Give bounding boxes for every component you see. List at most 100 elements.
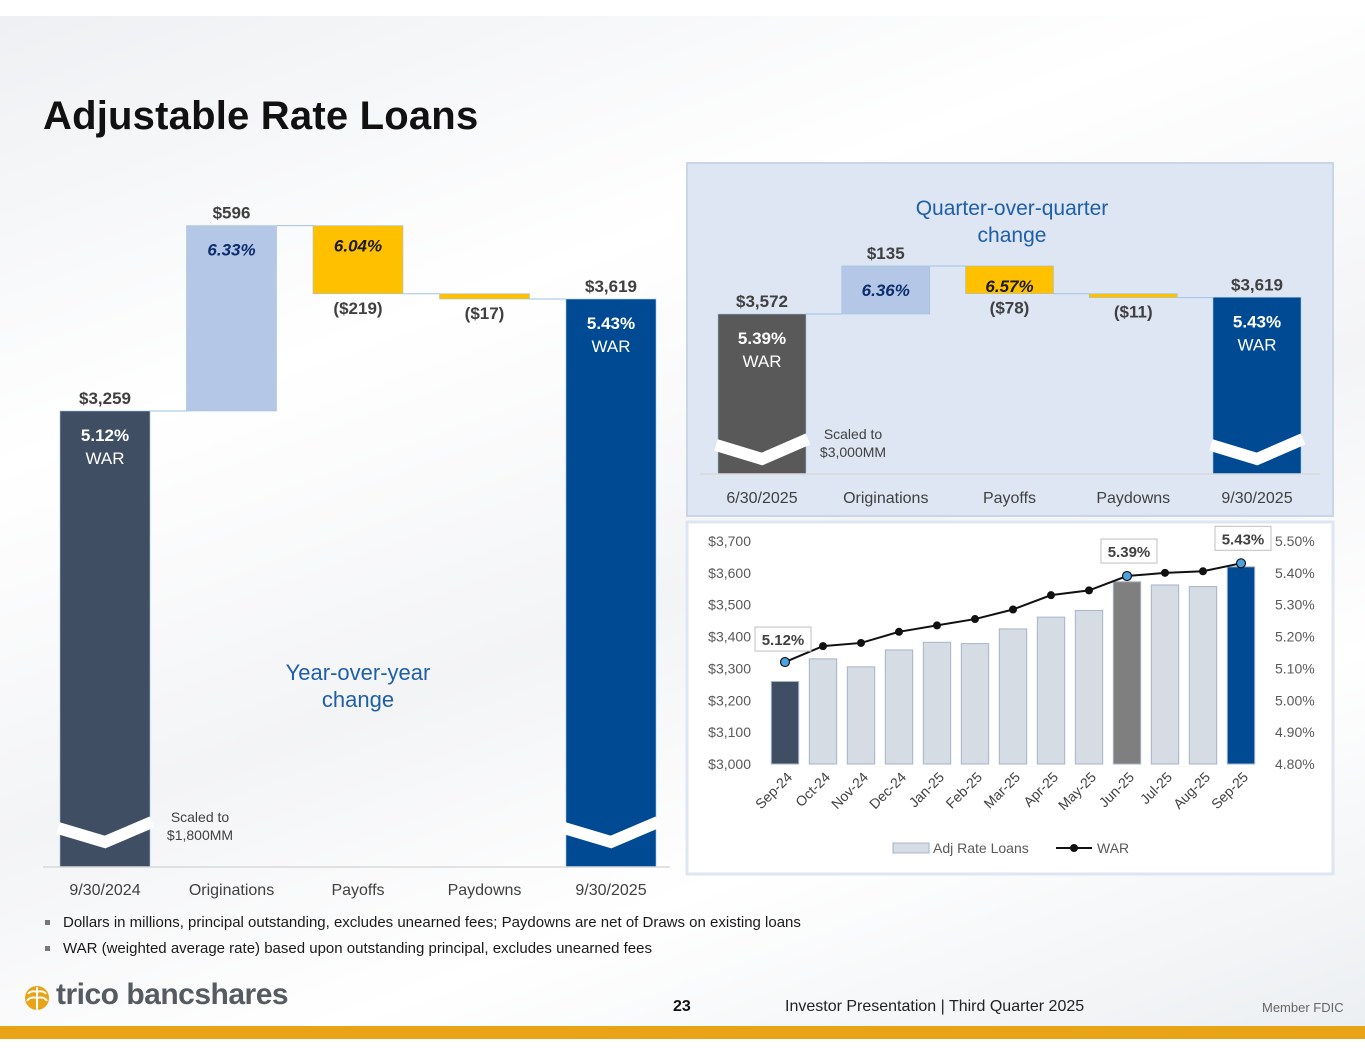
war-callout: 5.43% — [1222, 531, 1265, 548]
qoq-caption: Quarter-over-quarter — [916, 197, 1109, 220]
axis-break-mark — [714, 433, 811, 466]
scaled-note: $3,000MM — [820, 444, 886, 460]
category-label: 9/30/2025 — [575, 882, 646, 899]
waterfall-bar — [439, 293, 530, 300]
rate-label: 6.36% — [862, 281, 910, 300]
member-fdic: Member FDIC — [1262, 1000, 1344, 1015]
war-point — [819, 642, 827, 651]
adj-rate-bar — [1150, 584, 1180, 765]
category-label: 9/30/2024 — [69, 882, 140, 899]
yoy-waterfall-chart: $3,259 5.12% WAR 9/30/2024 $596 6.33% Originat… — [43, 204, 670, 899]
category-label: Payoffs — [331, 882, 384, 899]
category-label: Originations — [189, 882, 274, 899]
y-tick-label: $3,700 — [708, 533, 751, 549]
war-callout: 5.12% — [762, 632, 805, 649]
footnotes: Dollars in millions, principal outstandi… — [43, 912, 801, 964]
value-label: $3,572 — [736, 292, 788, 311]
war-point — [1085, 586, 1093, 595]
page-number: 23 — [673, 998, 691, 1015]
y2-tick-label: 5.30% — [1275, 597, 1315, 613]
war-callout-box — [1100, 538, 1158, 564]
trend-chart: $3,000 4.80% $3,100 4.90% $3,200 5.00% $3,300 5… — [685, 520, 1335, 876]
waterfall-bar — [565, 298, 657, 868]
war-point-highlight — [1235, 558, 1247, 569]
war-point — [1199, 567, 1207, 576]
adj-rate-bar — [770, 680, 800, 765]
y2-tick-label: 4.80% — [1275, 756, 1315, 772]
war-point — [971, 615, 979, 624]
y2-tick-label: 4.90% — [1275, 724, 1315, 740]
yoy-caption: change — [322, 687, 394, 712]
waterfall-bar — [186, 225, 277, 412]
value-label: $3,619 — [585, 277, 637, 296]
war-callout-box — [1214, 525, 1272, 551]
scaled-note: Scaled to — [171, 809, 230, 825]
scaled-note: $1,800MM — [167, 827, 233, 843]
value-label: $135 — [867, 244, 905, 263]
category-label: Payoffs — [983, 490, 1036, 507]
war-point-highlight — [1121, 570, 1133, 582]
value-label: $3,259 — [79, 389, 131, 408]
category-label: Paydowns — [1096, 490, 1170, 507]
adj-rate-bar — [1036, 616, 1066, 765]
war-label: WAR — [742, 352, 781, 371]
war-label: WAR — [85, 449, 124, 468]
category-label: 6/30/2025 — [726, 490, 797, 507]
rate-label: 5.12% — [81, 426, 129, 445]
yoy-caption: Year-over-year — [286, 660, 431, 685]
war-point — [1009, 605, 1017, 614]
adj-rate-bar — [960, 643, 990, 765]
y-tick-label: $3,400 — [708, 629, 751, 645]
war-point-highlight — [779, 656, 791, 668]
adj-rate-bar — [922, 641, 952, 765]
y-tick-label: $3,100 — [708, 724, 751, 740]
rate-label: 6.04% — [334, 237, 382, 256]
legend-label: WAR — [1097, 840, 1129, 856]
y-tick-label: $3,600 — [708, 565, 751, 581]
axis-break-mark — [1209, 433, 1306, 466]
adj-rate-bar — [1074, 609, 1104, 765]
war-point — [1047, 591, 1055, 600]
value-label: ($17) — [465, 304, 505, 323]
wheat-icon — [25, 986, 49, 1010]
legend-swatch-point — [1070, 844, 1078, 852]
rate-label: 6.33% — [207, 241, 255, 260]
war-callout: 5.39% — [1108, 544, 1151, 561]
war-point — [895, 627, 903, 636]
y-tick-label: $3,500 — [708, 597, 751, 613]
qoq-caption: change — [978, 224, 1047, 247]
waterfall-bar — [1088, 293, 1178, 298]
war-point — [933, 621, 941, 630]
adj-rate-bar — [1112, 581, 1142, 765]
value-label: ($219) — [333, 299, 382, 318]
war-callout-box — [754, 626, 812, 652]
y-tick-label: $3,000 — [708, 756, 751, 772]
y2-tick-label: 5.40% — [1275, 565, 1315, 581]
waterfall-bar — [965, 265, 1054, 295]
waterfall-bar — [841, 265, 931, 315]
adj-rate-bar — [808, 658, 838, 765]
rate-label: 5.43% — [587, 314, 635, 333]
waterfall-bar — [59, 410, 151, 868]
adj-rate-bar — [884, 649, 914, 765]
rate-label: 5.43% — [1233, 312, 1281, 331]
war-label: WAR — [591, 337, 630, 356]
y2-tick-label: 5.50% — [1275, 533, 1315, 549]
y2-tick-label: 5.00% — [1275, 692, 1315, 708]
war-point — [857, 638, 865, 647]
scaled-note: Scaled to — [824, 426, 883, 442]
category-label: Originations — [843, 490, 928, 507]
legend-label: Adj Rate Loans — [933, 840, 1029, 856]
adj-rate-bar — [1226, 566, 1256, 765]
value-label: $596 — [213, 204, 251, 223]
adj-rate-bar — [1188, 586, 1218, 765]
y2-tick-label: 5.20% — [1275, 629, 1315, 645]
presentation-title: Investor Presentation | Third Quarter 20… — [785, 998, 1085, 1015]
war-point — [1161, 568, 1169, 577]
company-logo: trico bancshares — [22, 978, 289, 1012]
logo-text: trico bancshares — [56, 978, 289, 1011]
page-title: Adjustable Rate Loans — [43, 94, 479, 138]
value-label: $3,619 — [1231, 275, 1283, 294]
y-tick-label: $3,200 — [708, 692, 751, 708]
